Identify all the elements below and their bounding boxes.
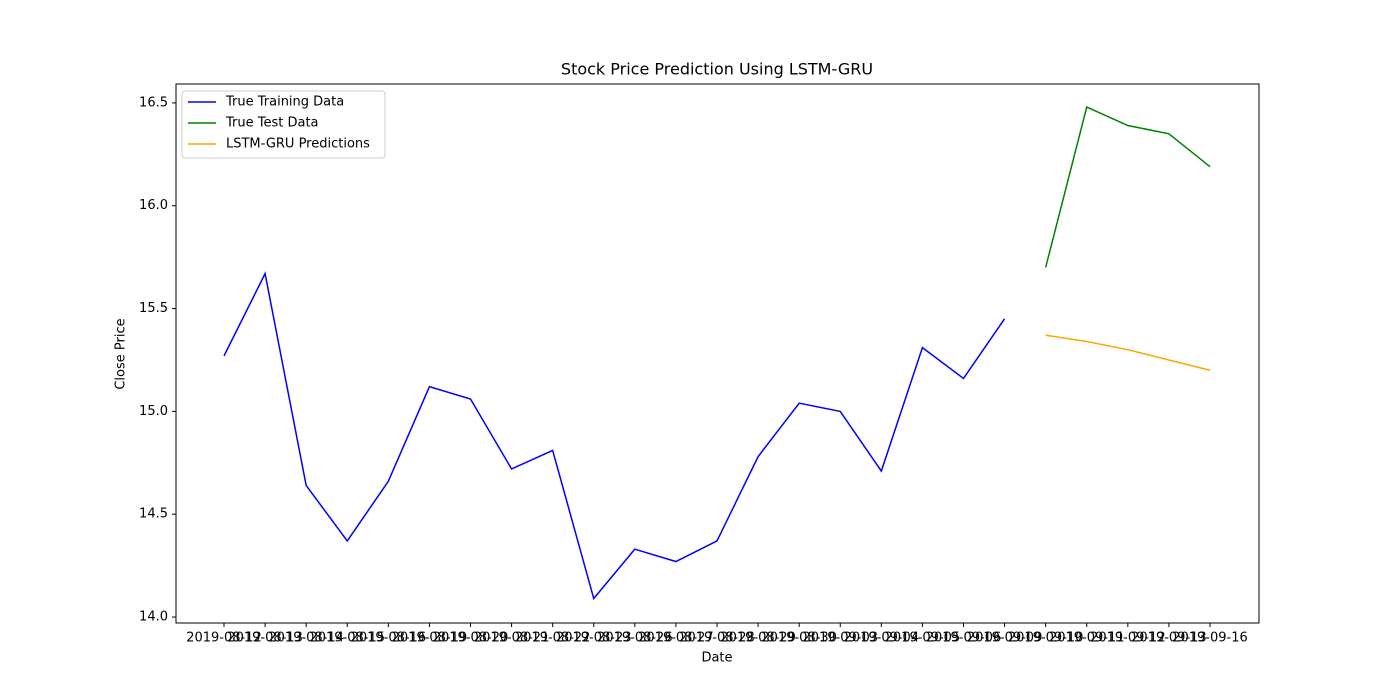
legend-label: True Test Data: [225, 116, 319, 131]
x-tick-label: 2019-08-15: [309, 631, 385, 646]
x-tick-label: 2019-09-16: [1172, 631, 1248, 646]
legend-box: [181, 90, 386, 159]
plot-frame: [175, 83, 1260, 624]
x-tick-label: 2019-08-23: [556, 631, 632, 646]
x-tick-label: 2019-08-30: [761, 631, 837, 646]
x-tick-label: 2019-09-10: [1008, 631, 1084, 646]
chart-title: Stock Price Prediction Using LSTM-GRU: [561, 60, 873, 79]
x-tick-label: 2019-09-04: [844, 631, 920, 646]
x-tick-label: 2019-09-09: [967, 631, 1043, 646]
x-tick-label: 2019-08-12: [186, 631, 262, 646]
y-axis-label: Close Price: [114, 318, 129, 389]
x-tick-label: 2019-09-05: [885, 631, 961, 646]
x-tick-label: 2019-08-14: [268, 631, 344, 646]
x-tick-label: 2019-08-26: [597, 631, 673, 646]
x-axis-label: Date: [701, 651, 732, 666]
legend-label: True Training Data: [225, 95, 344, 110]
y-tick-label: 16.0: [139, 198, 168, 213]
x-tick-label: 2019-08-13: [227, 631, 303, 646]
y-tick-label: 14.5: [139, 507, 168, 522]
series-line: [1044, 105, 1211, 268]
x-tick-label: 2019-08-27: [638, 631, 714, 646]
x-tick-label: 2019-08-19: [392, 631, 468, 646]
x-tick-label: 2019-09-11: [1049, 631, 1125, 646]
x-tick-label: 2019-09-13: [1131, 631, 1207, 646]
y-tick-label: 15.0: [139, 404, 168, 419]
x-tick-label: 2019-08-21: [474, 631, 550, 646]
x-tick-label: 2019-08-29: [720, 631, 796, 646]
y-tick-label: 15.5: [139, 301, 168, 316]
series-line: [223, 271, 1006, 601]
x-tick-label: 2019-09-06: [926, 631, 1002, 646]
x-tick-label: 2019-09-12: [1090, 631, 1166, 646]
x-tick-label: 2019-08-20: [433, 631, 509, 646]
y-tick-label: 16.5: [139, 95, 168, 110]
x-tick-label: 2019-08-22: [515, 631, 591, 646]
y-tick-label: 14.0: [139, 610, 168, 625]
x-tick-label: 2019-09-03: [802, 631, 878, 646]
series-line: [1045, 334, 1211, 371]
x-tick-label: 2019-08-16: [351, 631, 427, 646]
x-tick-label: 2019-08-28: [679, 631, 755, 646]
legend-label: LSTM-GRU Predictions: [226, 137, 370, 152]
